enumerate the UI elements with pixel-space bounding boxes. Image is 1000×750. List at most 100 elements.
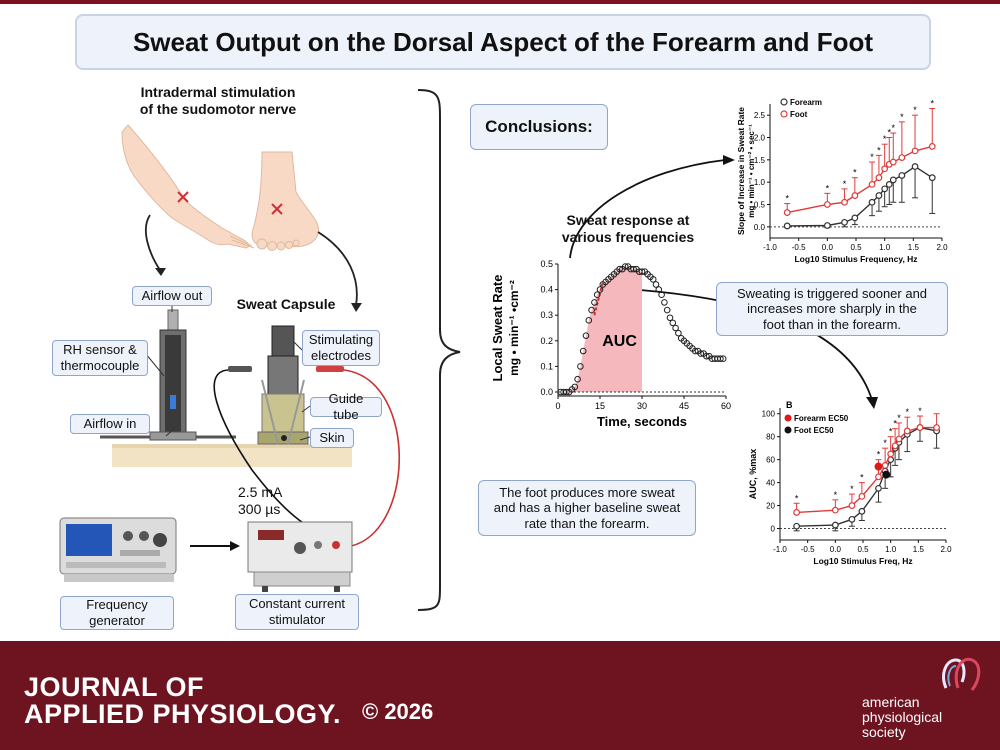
data-point-forearm [885, 180, 893, 188]
sweat-response-heading: Sweat response at various frequencies [561, 212, 695, 245]
data-point [574, 375, 581, 383]
data-point-forearm [868, 198, 876, 206]
significance-marker: * [893, 419, 897, 429]
data-point [661, 299, 668, 306]
y-tick-label: 0.0 [540, 387, 553, 397]
x-axis-label: Time, seconds [597, 414, 687, 429]
data-point [649, 276, 657, 283]
data-point-forearm [823, 222, 831, 229]
data-point-foot [858, 492, 866, 500]
forearm-illustration [121, 124, 255, 249]
x-tick-label: -1.0 [773, 545, 787, 554]
title-banner: Sweat Output on the Dorsal Aspect of the… [75, 14, 931, 70]
data-point-foot [851, 192, 859, 199]
data-point [666, 314, 674, 322]
data-point [697, 350, 705, 357]
significance-marker: * [853, 168, 857, 178]
x-tick-label: 0 [555, 401, 560, 411]
frequency-generator-device [59, 517, 177, 582]
data-point-foot [887, 450, 895, 458]
foot-illustration [251, 151, 320, 251]
data-point-foot [881, 461, 889, 469]
y-tick-label: 100 [762, 410, 776, 419]
legend-marker [784, 414, 792, 422]
y-tick-label: 1.0 [754, 178, 766, 187]
legend-marker [780, 98, 788, 106]
significance-marker: * [889, 427, 893, 437]
data-point-forearm [858, 507, 866, 515]
y-tick-label: 40 [766, 479, 775, 488]
significance-marker: * [892, 123, 896, 133]
significance-marker: * [887, 128, 891, 138]
frequency-generator-label: Frequency generator [60, 596, 174, 630]
slope-frequency-chart: 0.0 0.5 1.0 1.5 2.0 2.5 -1.0 -0.5 0.0 0.5 1.0 1.5 2.… [736, 98, 948, 264]
data-point-forearm [889, 176, 897, 184]
x-tick-label: 2.0 [936, 243, 948, 252]
top-accent-bar [0, 0, 1000, 4]
data-point-forearm [881, 185, 889, 193]
significance-marker: * [826, 183, 830, 193]
legend-label: Forearm [790, 98, 822, 107]
stimulator-label: Constant current stimulator [235, 594, 359, 630]
data-point [669, 319, 677, 327]
forearm-stim-site-icon [177, 191, 189, 203]
auc-area [558, 266, 642, 392]
data-point-forearm [831, 521, 839, 529]
data-point [658, 291, 665, 299]
x-tick-label: 1.0 [885, 545, 897, 554]
skin-surface [112, 447, 352, 467]
data-point-forearm [875, 192, 883, 199]
data-point-foot [889, 158, 897, 166]
data-point [691, 347, 699, 355]
data-point-foot [933, 424, 940, 431]
sweat-capsule-label: Sweat Capsule [236, 296, 336, 312]
data-point-foot [875, 174, 883, 182]
y-axis-label: AUC, %max [748, 449, 758, 500]
data-point-foot [928, 143, 936, 150]
foot-to-capsule-arrow [317, 231, 358, 306]
y-tick-label: 0.4 [540, 285, 553, 295]
data-point [675, 329, 682, 337]
society-name: american physiological society [862, 694, 943, 740]
x-tick-label: 1.5 [913, 545, 925, 554]
data-point [621, 263, 629, 270]
legend-label: Forearm EC50 [794, 414, 849, 423]
journal-name: JOURNAL OF APPLIED PHYSIOLOGY. [24, 672, 342, 729]
y-tick-label: 0.3 [540, 310, 553, 320]
data-point-foot [895, 435, 903, 443]
sweat-rate-time-chart: 0.0 0.1 0.2 0.3 0.4 0.5 0 15 30 45 60 AUC Time, seco… [490, 259, 731, 429]
data-point-foot [841, 198, 848, 206]
data-point-foot [898, 154, 906, 161]
significance-marker: * [900, 112, 904, 122]
significance-marker: * [785, 194, 789, 204]
ec50-forearm-marker [882, 470, 891, 479]
airflow-in-label: Airflow in [70, 414, 150, 434]
legend-marker [780, 110, 788, 118]
conclusion-trigger-box: Sweating is triggered sooner and increas… [716, 282, 948, 336]
x-tick-label: 2.0 [940, 545, 952, 554]
data-point-forearm [848, 515, 856, 523]
data-point [630, 265, 637, 273]
significance-marker: * [877, 450, 881, 460]
y-tick-label: 0.2 [540, 336, 553, 346]
significance-marker: * [883, 134, 887, 144]
slope-indicator-line [593, 281, 604, 316]
data-point-foot [793, 509, 800, 516]
stim-params: 2.5 mA 300 µs [238, 484, 283, 517]
data-point-forearm [841, 218, 848, 226]
stimulation-heading: Intradermal stimulation of the sudomotor… [139, 84, 297, 117]
x-tick-label: 1.0 [879, 243, 891, 252]
data-point-forearm [851, 214, 859, 222]
data-point-foot [903, 427, 911, 435]
y-tick-label: 2.5 [754, 111, 766, 120]
significance-marker: * [795, 493, 799, 503]
legend-label: Foot EC50 [794, 426, 834, 435]
significance-marker: * [918, 406, 922, 416]
data-point [616, 265, 623, 273]
footer-band [0, 641, 1000, 750]
arrow-to-slope-chart [569, 159, 726, 259]
stimulator-device [247, 521, 353, 592]
data-point [588, 306, 595, 314]
x-tick-label: 0.0 [822, 243, 834, 252]
data-point-foot [868, 180, 876, 188]
